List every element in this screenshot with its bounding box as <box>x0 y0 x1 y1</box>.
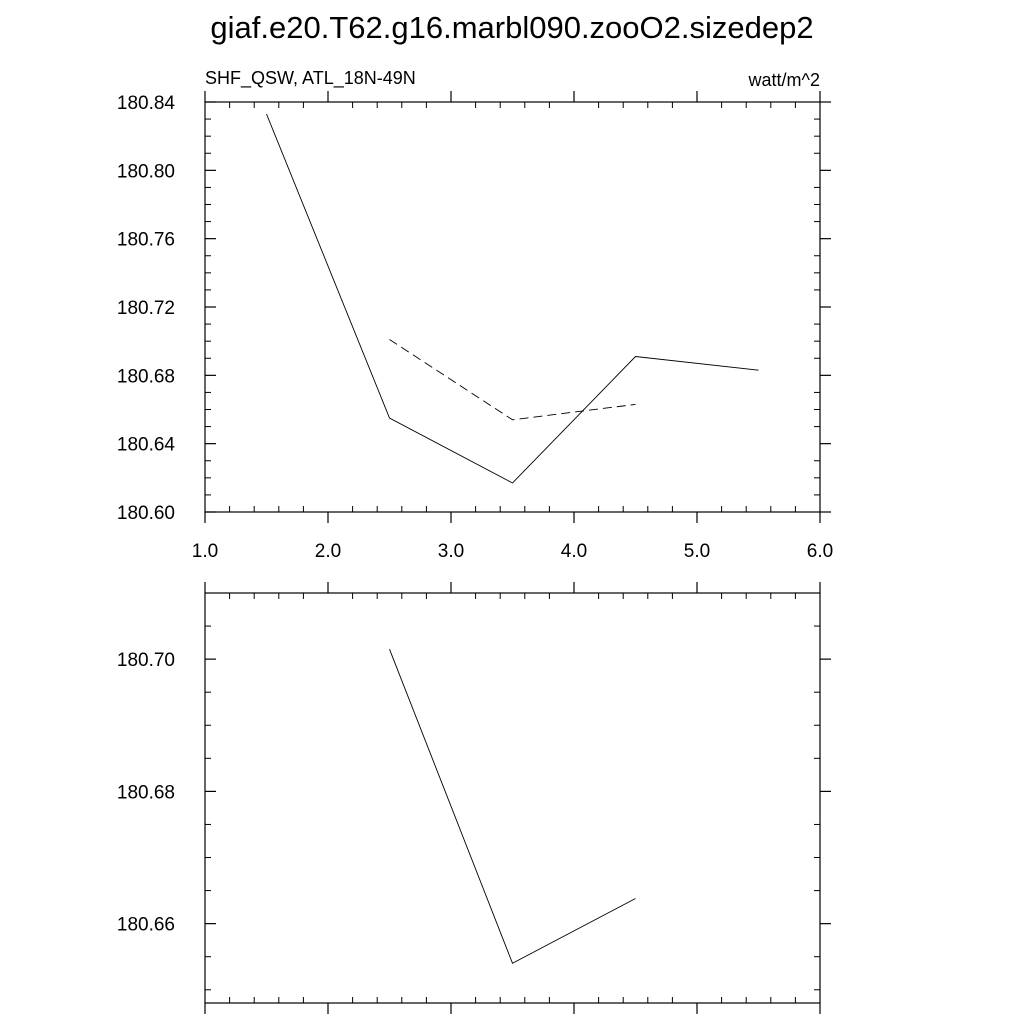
top-plot-frame <box>204 101 821 513</box>
bottom-plot-frame <box>204 592 821 1004</box>
figure-title: giaf.e20.T62.g16.marbl090.zooO2.sizedep2 <box>210 10 813 45</box>
panel-units-label: watt/m^2 <box>748 70 820 90</box>
top-x-tick-label: 3.0 <box>438 541 464 562</box>
top-x-tick-label: 1.0 <box>192 541 218 562</box>
top-y-tick-label: 180.72 <box>117 298 175 319</box>
top-y-tick-label: 180.76 <box>117 230 175 251</box>
top-x-tick-label: 2.0 <box>315 541 341 562</box>
top-y-tick-label: 180.64 <box>117 435 176 456</box>
top-y-tick-label: 180.60 <box>117 503 175 524</box>
chart-top: 1.0 2.0 3.0 4.0 5.0 6.0 180.60 180.64 180.68 180.… <box>117 91 833 562</box>
top-y-tick-label: 180.68 <box>117 366 175 387</box>
top-y-tick-label: 180.84 <box>117 93 176 114</box>
top-series-line-dashed <box>389 339 636 421</box>
top-x-tick-label: 6.0 <box>807 541 833 562</box>
top-x-tick-label: 5.0 <box>684 541 710 562</box>
bottom-y-tick-label: 180.68 <box>117 782 175 803</box>
chart-bottom: 180.66 180.68 180.70 <box>117 582 831 1014</box>
bottom-y-tick-label: 180.66 <box>117 915 175 936</box>
bottom-series-line-solid <box>389 649 636 964</box>
top-x-tick-label: 4.0 <box>561 541 587 562</box>
panel-variable-label: SHF_QSW, ATL_18N-49N <box>205 68 416 89</box>
top-y-tick-label: 180.80 <box>117 161 175 182</box>
top-series-line-solid <box>266 113 759 484</box>
bottom-y-tick-label: 180.70 <box>117 650 175 671</box>
